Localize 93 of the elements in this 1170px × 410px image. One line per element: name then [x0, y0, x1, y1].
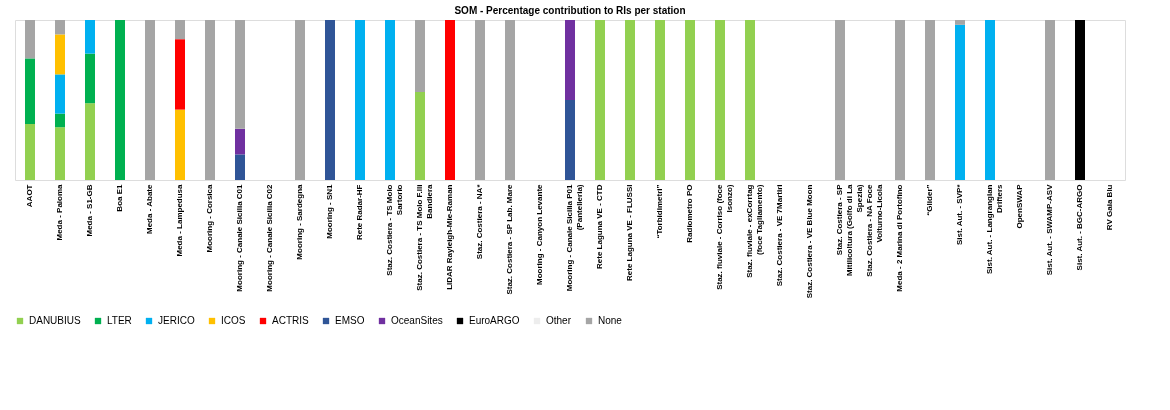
x-tick-label: Staz. Costiera - VE Blue Moon	[805, 184, 814, 299]
x-tick-label: Staz. Costiera - TS Molo F.lli Bandiera	[415, 183, 434, 291]
bar	[685, 20, 695, 180]
bar	[745, 20, 755, 180]
x-tick-label: Rete Radar-HF	[355, 184, 364, 241]
bar	[175, 109, 185, 180]
bar	[55, 20, 65, 35]
x-tick-label: LIDAR Rayleigh-Mie-Raman	[445, 184, 454, 290]
x-tick-label: Mooring - Canyon Levante	[535, 183, 544, 285]
bar	[565, 20, 575, 100]
bar	[175, 20, 185, 40]
x-tick-label: Staz. fluviale - exCorrtag (foce Tagliamento)	[745, 184, 764, 278]
legend-label: OceanSites	[391, 315, 443, 326]
x-tick-label: Rete Laguna VE - CTD	[595, 184, 604, 269]
bar	[955, 20, 965, 25]
bar	[925, 20, 935, 180]
bar	[85, 103, 95, 180]
bar	[445, 20, 455, 180]
bar	[565, 100, 575, 180]
x-tick-label: Staz. Costiera - NA*	[475, 183, 484, 260]
legend-label: EMSO	[335, 315, 365, 326]
chart-title: SOM - Percentage contribution to RIs per station	[454, 5, 686, 16]
x-tick-label: Boa E1	[115, 183, 124, 212]
x-tick-label: Mooring - Corsica	[205, 183, 214, 253]
bar	[415, 92, 425, 180]
bar	[385, 20, 395, 180]
x-tick-label: Meda - Paloma	[55, 183, 64, 241]
x-tick-label: Sist. Aut. - Langrangian Drifters	[985, 183, 1004, 274]
x-tick-label: Staz. Costiera - SP Lab. Mare	[505, 183, 514, 295]
bar	[325, 20, 335, 180]
bar	[55, 127, 65, 180]
x-tick-label: Staz. Costiera - VE 7Martiri	[775, 184, 784, 287]
x-tick-label: RV Gaia Blu	[1105, 184, 1114, 231]
bar	[625, 20, 635, 180]
x-tick-label: “Glider”	[925, 184, 934, 216]
x-tick-label: Staz. Costiera - TS Molo Sartorio	[385, 184, 404, 276]
bar	[235, 154, 245, 180]
bar	[835, 20, 845, 180]
bar	[475, 20, 485, 180]
bar	[595, 20, 605, 180]
x-tick-label: Staz. Costiera - NA Foce Volturno-Licola	[865, 183, 884, 277]
bar	[1075, 20, 1085, 180]
bar	[85, 53, 95, 104]
x-tick-label: Sist. Aut. - SWAMP-ASV	[1045, 183, 1054, 276]
bar	[115, 20, 125, 180]
x-tick-label: “Torbidimetri”	[655, 184, 664, 239]
legend-label: DANUBIUS	[29, 315, 81, 326]
x-tick-label: AAOT	[25, 184, 34, 208]
x-tick-label: Mooring - Canale Sicilia P01 (Pantelleria)	[565, 183, 584, 292]
legend-label: JERICO	[158, 315, 195, 326]
legend-label: EuroARGO	[469, 315, 520, 326]
x-tick-label: Mooring - SN1	[325, 183, 334, 239]
x-tick-label: Mooring - Sardegna	[295, 183, 304, 260]
x-tick-label: OpenSWAP	[1015, 183, 1024, 229]
bar	[55, 34, 65, 75]
legend-label: LTER	[107, 315, 132, 326]
bar	[205, 20, 215, 180]
x-tick-label: Staz. Costiera - SP Mitilicoltura (Golfo di La Spezia)	[835, 183, 864, 277]
bar	[85, 20, 95, 54]
x-tick-label: Mooring - Canale Sicilia C02	[265, 183, 274, 292]
bar	[235, 128, 245, 155]
bar	[355, 20, 365, 180]
bar	[415, 20, 425, 92]
bar	[895, 20, 905, 180]
x-tick-label: Radiometro PO	[685, 184, 694, 243]
bar	[655, 20, 665, 180]
bar	[985, 20, 995, 180]
bar	[235, 20, 245, 129]
bar	[55, 113, 65, 128]
bar	[505, 20, 515, 180]
x-tick-label: Staz. fluviale - Corriso (foce Isonzo)	[715, 183, 734, 290]
x-tick-label: Sist. Aut. - BGC-ARGO	[1075, 184, 1084, 271]
bar	[55, 74, 65, 114]
x-tick-label: Sist. Aut. - SVP*	[955, 183, 964, 246]
x-tick-label: Rete Laguna VE - FLUSSI	[625, 184, 634, 281]
bar	[715, 20, 725, 180]
legend-label: Other	[546, 315, 572, 326]
bar	[955, 24, 965, 180]
bar	[1045, 20, 1055, 180]
bar	[25, 20, 35, 59]
bar	[175, 39, 185, 110]
bar	[145, 20, 155, 180]
x-tick-label: Mooring - Canale Sicilia C01	[235, 183, 244, 292]
bar	[25, 58, 35, 124]
x-tick-label: Meda - Lampedusa	[175, 183, 184, 257]
x-tick-label: Meda - Abate	[145, 183, 154, 234]
legend-label: ACTRIS	[272, 315, 309, 326]
legend-label: None	[598, 315, 623, 326]
legend-label: ICOS	[221, 315, 246, 326]
bar	[25, 124, 35, 180]
bar	[295, 20, 305, 180]
x-tick-label: Meda - S1-GB	[85, 184, 94, 237]
x-tick-label: Meda - 2 Marina di Portofino	[895, 184, 904, 292]
